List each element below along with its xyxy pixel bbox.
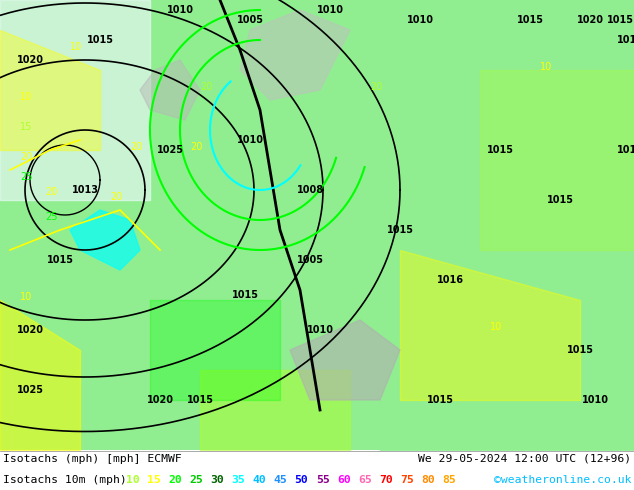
Text: 75: 75 bbox=[400, 475, 414, 485]
Text: 1015: 1015 bbox=[607, 15, 633, 25]
Polygon shape bbox=[140, 60, 200, 120]
Text: 1010: 1010 bbox=[406, 15, 434, 25]
Text: 65: 65 bbox=[358, 475, 372, 485]
Text: 20: 20 bbox=[370, 82, 382, 92]
Text: 1015: 1015 bbox=[231, 290, 259, 300]
Text: 85: 85 bbox=[442, 475, 456, 485]
Text: 10: 10 bbox=[70, 42, 82, 52]
Text: 1015: 1015 bbox=[427, 395, 453, 405]
Text: 1025: 1025 bbox=[16, 385, 44, 395]
Text: 25: 25 bbox=[190, 475, 203, 485]
Text: 10: 10 bbox=[126, 475, 140, 485]
Text: 1020: 1020 bbox=[16, 325, 44, 335]
Text: We 29-05-2024 12:00 UTC (12+96): We 29-05-2024 12:00 UTC (12+96) bbox=[418, 454, 631, 464]
Text: Isotachs 10m (mph): Isotachs 10m (mph) bbox=[3, 475, 127, 485]
Text: 20: 20 bbox=[200, 82, 212, 92]
Text: 1010: 1010 bbox=[167, 5, 193, 15]
Text: 1015: 1015 bbox=[387, 225, 413, 235]
Text: 1013: 1013 bbox=[72, 185, 98, 195]
Text: 1025: 1025 bbox=[157, 145, 183, 155]
Text: 25: 25 bbox=[45, 212, 58, 222]
Polygon shape bbox=[240, 10, 350, 100]
Text: 1020: 1020 bbox=[146, 395, 174, 405]
Text: 10: 10 bbox=[540, 62, 552, 72]
Text: 1015: 1015 bbox=[86, 35, 113, 45]
Polygon shape bbox=[70, 210, 140, 270]
Text: 70: 70 bbox=[379, 475, 392, 485]
Text: 45: 45 bbox=[273, 475, 287, 485]
Text: 20: 20 bbox=[168, 475, 182, 485]
Text: 1015: 1015 bbox=[547, 195, 574, 205]
Text: 20: 20 bbox=[110, 192, 122, 202]
Text: 20: 20 bbox=[190, 142, 202, 152]
Text: 1010: 1010 bbox=[306, 325, 333, 335]
Text: 1015: 1015 bbox=[567, 345, 593, 355]
Text: Isotachs (mph) [mph] ECMWF: Isotachs (mph) [mph] ECMWF bbox=[3, 454, 182, 464]
Text: 1010: 1010 bbox=[316, 5, 344, 15]
Text: 1010: 1010 bbox=[616, 145, 634, 155]
Text: 35: 35 bbox=[231, 475, 245, 485]
Text: 1008: 1008 bbox=[297, 185, 323, 195]
Text: 60: 60 bbox=[337, 475, 351, 485]
Text: 1015: 1015 bbox=[486, 145, 514, 155]
Text: 1016: 1016 bbox=[436, 275, 463, 285]
Text: ©weatheronline.co.uk: ©weatheronline.co.uk bbox=[493, 475, 631, 485]
Text: 20: 20 bbox=[130, 142, 143, 152]
Text: 1020: 1020 bbox=[576, 15, 604, 25]
Text: 20: 20 bbox=[45, 187, 57, 197]
Text: 1020: 1020 bbox=[16, 55, 44, 65]
Text: 10: 10 bbox=[20, 292, 32, 302]
Text: 50: 50 bbox=[295, 475, 308, 485]
Text: 10: 10 bbox=[20, 92, 32, 102]
Text: 40: 40 bbox=[252, 475, 266, 485]
Text: 20: 20 bbox=[20, 152, 32, 162]
Text: 25: 25 bbox=[20, 172, 32, 182]
Polygon shape bbox=[290, 320, 400, 400]
Text: 10: 10 bbox=[490, 322, 502, 332]
Text: 1015: 1015 bbox=[186, 395, 214, 405]
Text: 15: 15 bbox=[147, 475, 161, 485]
Text: 55: 55 bbox=[316, 475, 330, 485]
Text: 1015: 1015 bbox=[517, 15, 543, 25]
Text: 30: 30 bbox=[210, 475, 224, 485]
Text: 15: 15 bbox=[20, 122, 32, 132]
Text: 80: 80 bbox=[421, 475, 435, 485]
Text: 1010: 1010 bbox=[581, 395, 609, 405]
Text: 1015: 1015 bbox=[46, 255, 74, 265]
Text: 1005: 1005 bbox=[236, 15, 264, 25]
Text: 90: 90 bbox=[463, 475, 477, 485]
Text: 1010: 1010 bbox=[236, 135, 264, 145]
Text: 1015: 1015 bbox=[616, 35, 634, 45]
Text: 1005: 1005 bbox=[297, 255, 323, 265]
